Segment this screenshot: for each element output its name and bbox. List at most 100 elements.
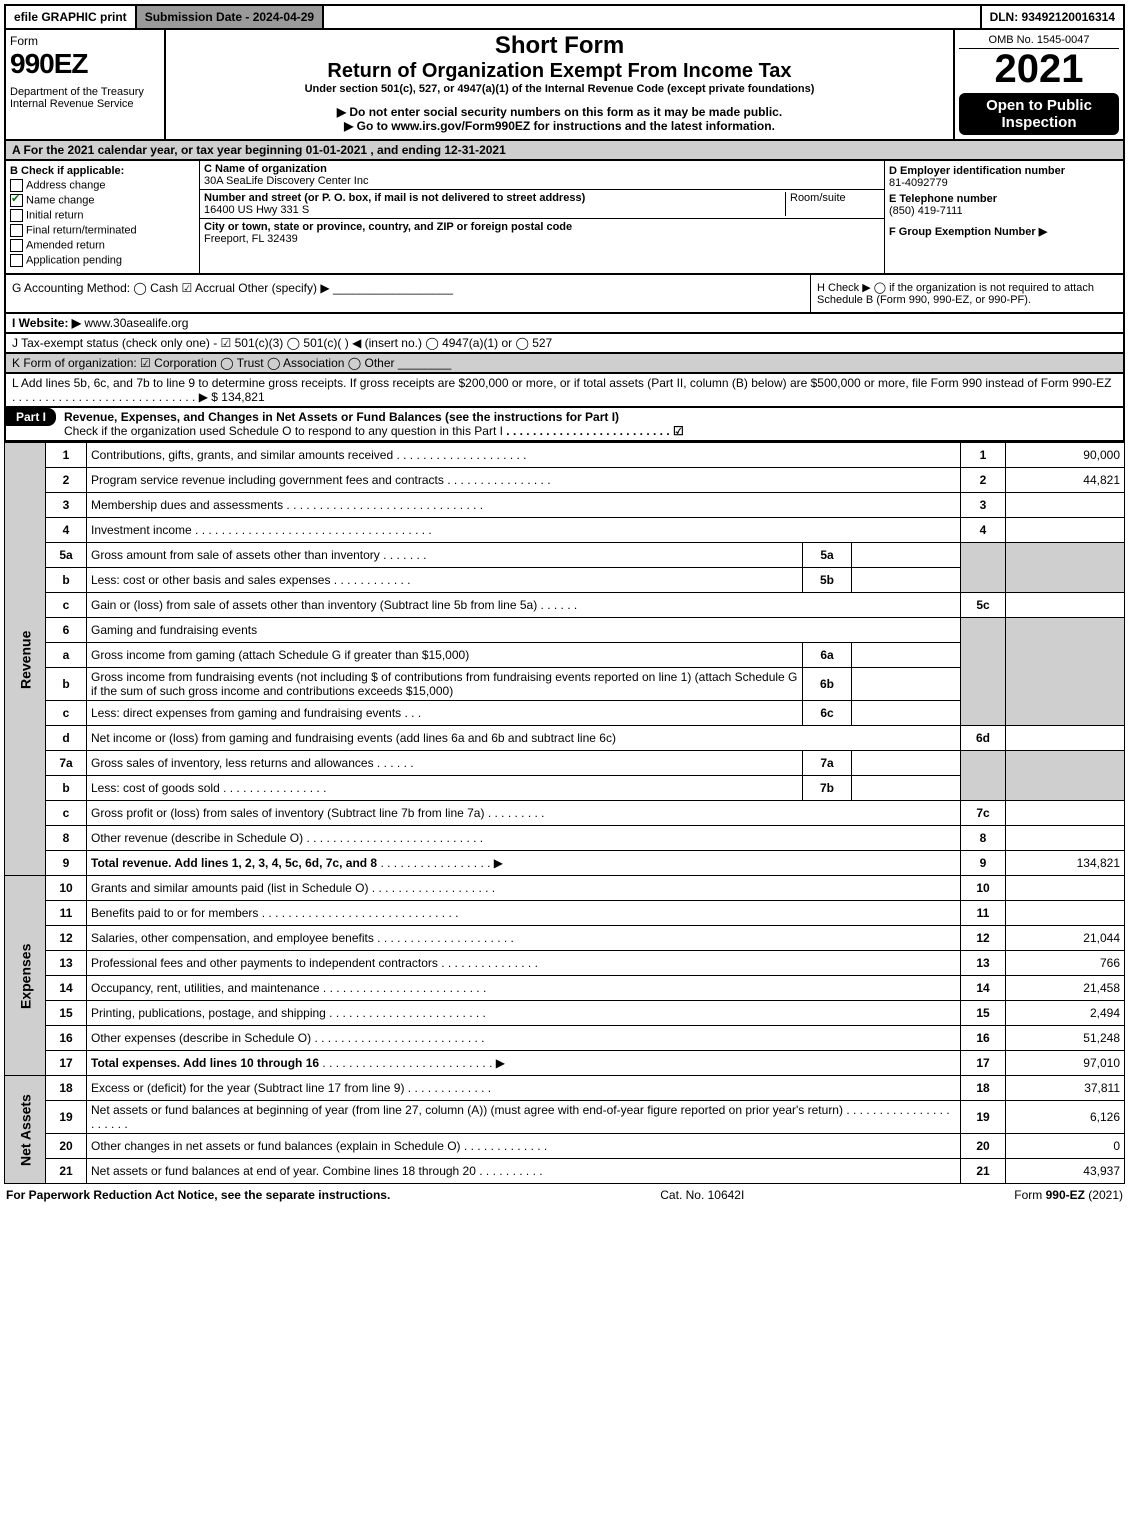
- line-13-desc: Professional fees and other payments to …: [87, 951, 961, 976]
- header-left: Form 990EZ Department of the Treasury In…: [6, 30, 166, 139]
- line-3-val: [1006, 493, 1125, 518]
- line-12-val: 21,044: [1006, 926, 1125, 951]
- line-20-val: 0: [1006, 1134, 1125, 1159]
- dept-label: Department of the Treasury Internal Reve…: [10, 86, 160, 110]
- line-17-val: 97,010: [1006, 1051, 1125, 1076]
- line-10-desc: Grants and similar amounts paid (list in…: [87, 876, 961, 901]
- part-1-table: Revenue 1 Contributions, gifts, grants, …: [4, 442, 1125, 1184]
- line-21-val: 43,937: [1006, 1159, 1125, 1184]
- dln-label: DLN: 93492120016314: [980, 6, 1123, 28]
- checkbox-name-change[interactable]: Name change: [10, 194, 195, 207]
- box-b: B Check if applicable: Address change Na…: [6, 161, 200, 273]
- line-4-desc: Investment income . . . . . . . . . . . …: [87, 518, 961, 543]
- line-j-tax-exempt: J Tax-exempt status (check only one) - ☑…: [4, 334, 1125, 354]
- line-7b-desc: Less: cost of goods sold . . . . . . . .…: [87, 776, 803, 801]
- section-bcdef: B Check if applicable: Address change Na…: [4, 161, 1125, 275]
- line-14-val: 21,458: [1006, 976, 1125, 1001]
- line-h-schedule-b: H Check ▶ ◯ if the organization is not r…: [810, 275, 1123, 312]
- line-15-val: 2,494: [1006, 1001, 1125, 1026]
- line-k-org-form: K Form of organization: ☑ Corporation ◯ …: [4, 354, 1125, 374]
- org-name-value: 30A SeaLife Discovery Center Inc: [204, 175, 368, 187]
- part-1-title: Revenue, Expenses, and Changes in Net As…: [56, 408, 1123, 440]
- line-17-desc: Total expenses. Add lines 10 through 16 …: [87, 1051, 961, 1076]
- checkbox-final-return[interactable]: Final return/terminated: [10, 224, 195, 237]
- telephone-label: E Telephone number: [889, 193, 1119, 205]
- line-14-desc: Occupancy, rent, utilities, and maintena…: [87, 976, 961, 1001]
- revenue-side-label: Revenue: [5, 443, 46, 876]
- line-6c-desc: Less: direct expenses from gaming and fu…: [87, 701, 803, 726]
- line-16-val: 51,248: [1006, 1026, 1125, 1051]
- line-5a-subval: [852, 543, 961, 568]
- line-7a-desc: Gross sales of inventory, less returns a…: [87, 751, 803, 776]
- line-18-desc: Excess or (deficit) for the year (Subtra…: [87, 1076, 961, 1101]
- line-7c-desc: Gross profit or (loss) from sales of inv…: [87, 801, 961, 826]
- city-value: Freeport, FL 32439: [204, 233, 298, 245]
- line-5b-desc: Less: cost or other basis and sales expe…: [87, 568, 803, 593]
- footer-formref: Form 990-EZ (2021): [1014, 1188, 1123, 1202]
- form-number: 990EZ: [10, 48, 160, 80]
- telephone-value: (850) 419-7111: [889, 205, 1119, 217]
- line-2-val: 44,821: [1006, 468, 1125, 493]
- street-value: 16400 US Hwy 331 S: [204, 204, 309, 216]
- submission-date: Submission Date - 2024-04-29: [137, 6, 324, 28]
- expenses-side-label: Expenses: [5, 876, 46, 1076]
- line-a-tax-year: A For the 2021 calendar year, or tax yea…: [4, 141, 1125, 161]
- checkbox-application-pending[interactable]: Application pending: [10, 254, 195, 267]
- line-4-val: [1006, 518, 1125, 543]
- line-5c-desc: Gain or (loss) from sale of assets other…: [87, 593, 961, 618]
- line-6d-desc: Net income or (loss) from gaming and fun…: [87, 726, 961, 751]
- city-label: City or town, state or province, country…: [204, 221, 572, 233]
- line-15-desc: Printing, publications, postage, and shi…: [87, 1001, 961, 1026]
- short-form-title: Short Form: [174, 32, 945, 60]
- row-gh: G Accounting Method: ◯ Cash ☑ Accrual Ot…: [4, 275, 1125, 314]
- tax-year: 2021: [959, 49, 1119, 89]
- line-1-ref: 1: [961, 443, 1006, 468]
- line-12-desc: Salaries, other compensation, and employ…: [87, 926, 961, 951]
- line-1-val: 90,000: [1006, 443, 1125, 468]
- ssn-warning: ▶ Do not enter social security numbers o…: [174, 105, 945, 119]
- line-5c-val: [1006, 593, 1125, 618]
- line-18-val: 37,811: [1006, 1076, 1125, 1101]
- ein-label: D Employer identification number: [889, 165, 1119, 177]
- footer-paperwork: For Paperwork Reduction Act Notice, see …: [6, 1188, 390, 1202]
- footer: For Paperwork Reduction Act Notice, see …: [4, 1184, 1125, 1206]
- room-label: Room/suite: [790, 192, 846, 204]
- line-2-desc: Program service revenue including govern…: [87, 468, 961, 493]
- street-label: Number and street (or P. O. box, if mail…: [204, 192, 585, 204]
- line-6b-desc: Gross income from fundraising events (no…: [87, 668, 803, 701]
- line-1-desc: Contributions, gifts, grants, and simila…: [87, 443, 961, 468]
- line-6-desc: Gaming and fundraising events: [87, 618, 961, 643]
- line-20-desc: Other changes in net assets or fund bala…: [87, 1134, 961, 1159]
- form-label: Form: [10, 34, 160, 48]
- footer-catno: Cat. No. 10642I: [660, 1188, 744, 1202]
- box-b-label: B Check if applicable:: [10, 165, 195, 177]
- checkbox-address-change[interactable]: Address change: [10, 179, 195, 192]
- line-9-desc: Total revenue. Add lines 1, 2, 3, 4, 5c,…: [87, 851, 961, 876]
- subtitle: Under section 501(c), 527, or 4947(a)(1)…: [174, 83, 945, 95]
- net-assets-side-label: Net Assets: [5, 1076, 46, 1184]
- efile-print-label[interactable]: efile GRAPHIC print: [6, 6, 137, 28]
- line-5a-desc: Gross amount from sale of assets other t…: [87, 543, 803, 568]
- ein-value: 81-4092779: [889, 177, 1119, 189]
- group-exemption-label: F Group Exemption Number ▶: [889, 225, 1119, 238]
- line-8-desc: Other revenue (describe in Schedule O) .…: [87, 826, 961, 851]
- line-i-website: I Website: ▶ I Website: ▶ www.30asealife…: [4, 314, 1125, 334]
- line-5a-sub: 5a: [803, 543, 852, 568]
- line-11-desc: Benefits paid to or for members . . . . …: [87, 901, 961, 926]
- checkbox-amended-return[interactable]: Amended return: [10, 239, 195, 252]
- org-name-label: C Name of organization: [204, 163, 327, 175]
- line-1-num: 1: [46, 443, 87, 468]
- open-to-public-badge: Open to Public Inspection: [959, 93, 1119, 135]
- line-13-val: 766: [1006, 951, 1125, 976]
- line-6a-desc: Gross income from gaming (attach Schedul…: [87, 643, 803, 668]
- line-g-accounting-method: G Accounting Method: ◯ Cash ☑ Accrual Ot…: [6, 275, 810, 312]
- line-16-desc: Other expenses (describe in Schedule O) …: [87, 1026, 961, 1051]
- header-center: Short Form Return of Organization Exempt…: [166, 30, 953, 139]
- line-19-val: 6,126: [1006, 1101, 1125, 1134]
- checkbox-initial-return[interactable]: Initial return: [10, 209, 195, 222]
- return-title: Return of Organization Exempt From Incom…: [174, 60, 945, 83]
- line-19-desc: Net assets or fund balances at beginning…: [87, 1101, 961, 1134]
- box-c: C Name of organization 30A SeaLife Disco…: [200, 161, 885, 273]
- top-bar: efile GRAPHIC print Submission Date - 20…: [4, 4, 1125, 30]
- goto-link[interactable]: ▶ Go to www.irs.gov/Form990EZ for instru…: [174, 119, 945, 133]
